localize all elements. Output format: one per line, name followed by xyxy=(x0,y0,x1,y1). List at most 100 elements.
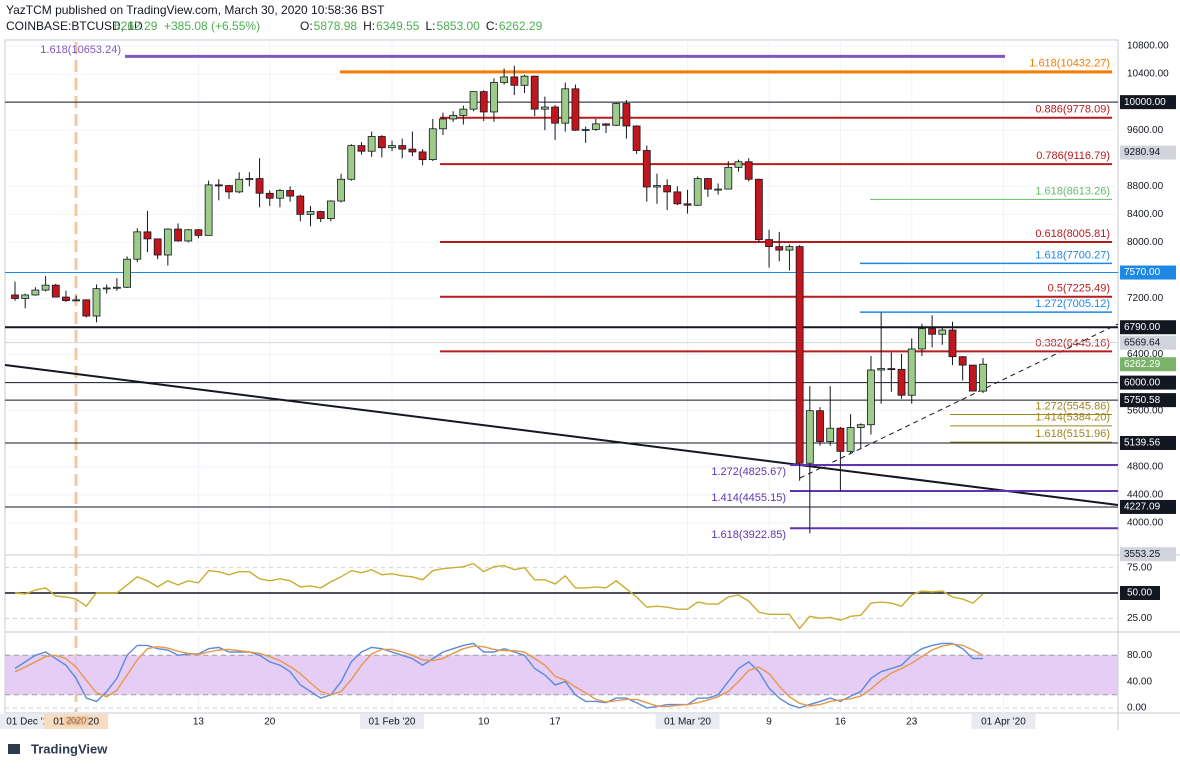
candle-body xyxy=(744,161,753,180)
candle-body xyxy=(306,211,315,215)
candle-body xyxy=(255,178,264,194)
last-price-box xyxy=(1120,357,1176,372)
price-box xyxy=(1120,375,1176,390)
candle-body xyxy=(133,231,142,260)
x-tick-label: 01 Dec '19 xyxy=(6,717,54,728)
y-tick-label: 75.00 xyxy=(1127,562,1152,573)
fib-label: 1.414(5384.20) xyxy=(1035,412,1110,424)
candle-body xyxy=(388,145,396,149)
candle-body xyxy=(204,184,213,236)
x-tick-label: 17 xyxy=(550,717,562,728)
price-box-label: 5139.56 xyxy=(1124,438,1161,449)
candle-body xyxy=(153,238,162,256)
indicator-line xyxy=(14,562,984,630)
candle-body xyxy=(785,246,794,251)
trend-line-dashed xyxy=(799,323,1119,479)
last-price-label: 6262.29 xyxy=(1124,359,1161,370)
price-box xyxy=(1120,547,1176,562)
candle-body xyxy=(581,129,590,131)
candle-body xyxy=(816,410,824,442)
fib-label: 1.272(7005.12) xyxy=(1035,298,1110,310)
y-tick-label: 9600.00 xyxy=(1127,125,1164,136)
candle-body xyxy=(826,427,835,442)
ohlc-value: 5878.98 xyxy=(314,19,358,33)
ohlc-label: L: xyxy=(425,19,435,33)
candle-body xyxy=(418,151,427,161)
candle-body xyxy=(326,200,335,219)
candle-body xyxy=(265,192,274,199)
candle-body xyxy=(877,368,886,371)
candle-body xyxy=(377,136,386,149)
x-tick-label: 9 xyxy=(766,717,772,728)
price-box-label: 3553.25 xyxy=(1124,549,1161,560)
brand: TradingView xyxy=(31,741,108,756)
symbol: COINBASE:BTCUSD, 1D xyxy=(6,19,143,33)
candle-body xyxy=(948,329,957,358)
candle-body xyxy=(530,75,539,110)
trend-line xyxy=(4,364,1119,506)
price-box-label: 10000.00 xyxy=(1124,97,1166,108)
candle-body xyxy=(856,424,865,428)
x-tick-box xyxy=(360,714,425,729)
ohlc-label: O: xyxy=(300,19,313,33)
ohlc-value: 5853.00 xyxy=(436,19,480,33)
candle-body xyxy=(82,299,91,317)
y-tick-label: 40.00 xyxy=(1127,676,1152,687)
fib-label: 1.414(4455.15) xyxy=(711,492,786,504)
candle-body xyxy=(561,88,570,124)
candle-body xyxy=(612,103,621,126)
candle-body xyxy=(836,427,845,452)
candle-body xyxy=(642,150,651,188)
price-box xyxy=(1120,320,1176,335)
band xyxy=(5,655,1118,695)
candle-body xyxy=(428,128,437,161)
candle-body xyxy=(622,103,631,127)
fib-label: 0.382(6445.16) xyxy=(1035,337,1110,349)
y-tick-label: 4400.00 xyxy=(1127,489,1164,500)
candle-body xyxy=(968,364,977,392)
author-line: YazTCM published on TradingView.com, Mar… xyxy=(6,3,385,17)
candle-body xyxy=(296,195,305,215)
level-label: 50.00 xyxy=(1127,588,1152,599)
fib-label: 0.786(9116.79) xyxy=(1036,150,1110,162)
candle-body xyxy=(11,294,19,299)
candle-body xyxy=(214,184,223,187)
candle-body xyxy=(907,348,916,396)
candle-body xyxy=(62,296,70,301)
candle-body xyxy=(479,91,488,113)
y-tick-label: 4800.00 xyxy=(1127,461,1164,472)
ohlc-label: H: xyxy=(363,19,375,33)
candle-body xyxy=(683,203,692,206)
fib-label: 1.618(10432.27) xyxy=(1029,58,1110,70)
fib-label: 0.618(8005.81) xyxy=(1035,228,1110,240)
fib-label: 0.5(7225.49) xyxy=(1048,283,1110,295)
candle-body xyxy=(123,258,131,288)
candle-body xyxy=(72,299,81,302)
candle-body xyxy=(795,246,804,464)
ohlc-value: 6349.55 xyxy=(376,19,420,33)
price-box-label: 7570.00 xyxy=(1124,267,1161,278)
candle-body xyxy=(92,288,101,317)
candle-body xyxy=(918,328,926,350)
candle-body xyxy=(602,123,610,126)
candle-body xyxy=(235,178,244,193)
candle-body xyxy=(51,284,60,298)
price-box-label: 5750.58 xyxy=(1124,395,1161,406)
logo-icon xyxy=(8,744,20,754)
candle-body xyxy=(469,91,478,110)
level-box xyxy=(1120,585,1160,600)
price-box xyxy=(1120,499,1176,514)
candle-body xyxy=(540,106,549,110)
year-label: 2020 xyxy=(66,715,86,725)
candle-body xyxy=(887,368,896,371)
x-tick-label: 01 Mar '20 xyxy=(664,717,711,728)
x-tick-label: 10 xyxy=(478,717,490,728)
fib-label: 0.886(9778.09) xyxy=(1035,104,1110,116)
candle-body xyxy=(21,294,30,299)
x-tick-box xyxy=(971,714,1036,729)
price-box xyxy=(1120,435,1176,450)
y-tick-label: 25.00 xyxy=(1127,613,1152,624)
candle-body xyxy=(276,190,284,199)
y-tick-label: 5600.00 xyxy=(1127,405,1164,416)
